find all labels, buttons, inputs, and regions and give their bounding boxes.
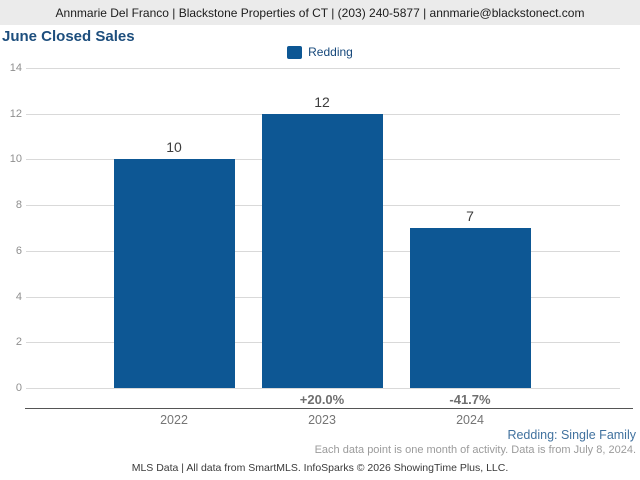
header-contact-text: Annmarie Del Franco | Blackstone Propert… (55, 5, 585, 20)
bar-2024[interactable] (409, 228, 531, 388)
y-axis-tick-label: 12 (9, 108, 22, 120)
page-title: June Closed Sales (2, 28, 135, 45)
bar-value-label: 7 (466, 208, 474, 224)
y-axis-tick-label: 2 (15, 336, 22, 348)
bar-value-label: 10 (166, 139, 182, 155)
pct-change-label: -41.7% (449, 392, 491, 407)
x-axis-category-label: 2024 (456, 413, 484, 427)
x-axis-category-label: 2022 (160, 413, 188, 427)
y-axis-tick-label: 6 (15, 245, 22, 257)
y-axis-tick-label: 4 (15, 291, 22, 303)
bar-2023[interactable] (261, 114, 383, 388)
legend: Redding (0, 44, 640, 60)
legend-swatch-icon (287, 45, 303, 59)
legend-label: Redding (308, 45, 353, 59)
series-note: Redding: Single Family (507, 428, 636, 442)
pct-change-label: +20.0% (299, 392, 345, 407)
x-axis-line (25, 408, 633, 409)
x-axis-category-label: 2023 (308, 413, 336, 427)
y-axis-tick-label: 8 (15, 199, 22, 211)
y-axis-tick-label: 10 (9, 153, 22, 165)
gridline (26, 388, 620, 389)
bar-value-label: 12 (314, 94, 330, 110)
bar-2022[interactable] (113, 159, 235, 388)
header-contact-bar: Annmarie Del Franco | Blackstone Propert… (0, 0, 640, 25)
mls-attribution: MLS Data | All data from SmartMLS. InfoS… (131, 462, 509, 474)
data-note: Each data point is one month of activity… (314, 444, 636, 456)
y-axis-tick-label: 0 (15, 382, 22, 394)
y-axis-tick-label: 14 (9, 62, 22, 74)
gridline (26, 68, 620, 69)
